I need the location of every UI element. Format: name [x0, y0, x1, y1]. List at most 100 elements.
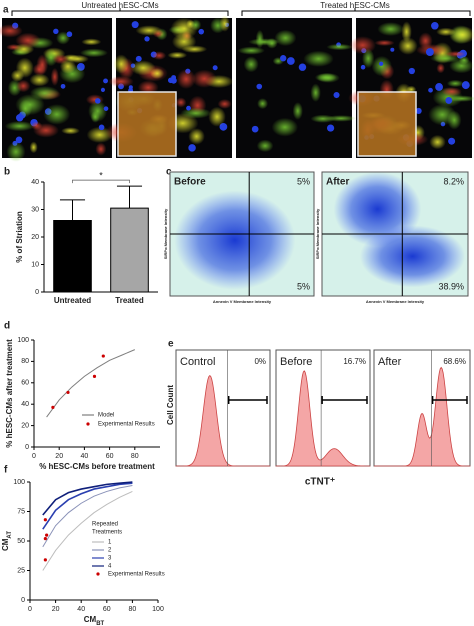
- bar: [53, 220, 92, 293]
- cell: [374, 39, 395, 46]
- cell: [81, 38, 102, 46]
- cell: [135, 25, 163, 36]
- y-tick-label: 0: [25, 444, 29, 451]
- inset: [357, 91, 417, 157]
- x-tick-label: 100: [152, 606, 164, 613]
- cell: [50, 67, 59, 86]
- line: [46, 349, 135, 418]
- cell: [271, 117, 298, 137]
- nucleus: [379, 61, 384, 66]
- cell: [167, 51, 188, 59]
- legend-title: Treatments: [92, 530, 122, 536]
- y-tick-label: 0: [21, 597, 25, 604]
- cell: [326, 43, 353, 51]
- histograms: Control 0% Before 16.7% After 68.6%: [175, 349, 471, 467]
- x-axis-label: Annexin V Membrane Intensity: [213, 299, 272, 304]
- x-tick-label: 80: [129, 606, 137, 613]
- label-part: BT: [96, 621, 104, 626]
- cell: [36, 54, 49, 76]
- nucleus: [186, 105, 191, 111]
- cell: [377, 22, 404, 36]
- cell: [217, 99, 232, 109]
- label-part: CM: [1, 538, 10, 551]
- cell: [449, 25, 474, 44]
- legend-label: 4: [108, 564, 112, 570]
- nucleus: [326, 124, 335, 132]
- data-point: [101, 354, 105, 358]
- bracket: [241, 8, 471, 16]
- nucleus: [425, 48, 434, 57]
- cell: [56, 31, 71, 45]
- line: [42, 485, 133, 548]
- y-tick-label: 20: [31, 234, 39, 241]
- gate-percent: 68.6%: [443, 357, 466, 366]
- nucleus: [103, 106, 109, 111]
- nucleus: [15, 136, 23, 144]
- event-cloud: [359, 225, 466, 288]
- y-tick-label: 80: [21, 358, 29, 365]
- cell: [137, 80, 159, 95]
- plot-name: After: [326, 177, 349, 188]
- cell: [208, 106, 226, 127]
- cell: [292, 102, 303, 120]
- y-tick-label: 30: [31, 206, 39, 213]
- panel-label: b: [4, 167, 10, 178]
- nucleus: [16, 114, 24, 122]
- nucleus: [461, 81, 470, 90]
- cell: [441, 86, 462, 97]
- plot-area: [175, 349, 271, 467]
- bracket: [11, 8, 229, 16]
- cell: [243, 56, 259, 73]
- panel-label: d: [4, 321, 10, 332]
- y-tick-label: 10: [31, 261, 39, 268]
- label-part: CM: [84, 615, 97, 624]
- nucleus: [167, 77, 174, 84]
- data-point: [51, 405, 55, 410]
- nucleus: [251, 125, 259, 133]
- data-point: [43, 558, 47, 562]
- cell: [303, 50, 334, 67]
- gate-bracket: [431, 396, 468, 404]
- legend-title: Repeated: [92, 522, 118, 528]
- data-point: [66, 390, 70, 395]
- group-label: Treated hESC-CMs: [320, 1, 390, 10]
- nucleus: [280, 55, 287, 62]
- line: [42, 481, 133, 516]
- data-point: [43, 518, 47, 522]
- panel-label: f: [4, 465, 8, 476]
- legend-label: 2: [108, 548, 112, 554]
- cell: [59, 58, 76, 74]
- cell: [176, 69, 196, 90]
- cell: [95, 142, 107, 156]
- plot-name: Control: [180, 356, 215, 368]
- cell: [436, 63, 445, 74]
- nucleus: [53, 28, 59, 35]
- data-point: [43, 537, 47, 541]
- nucleus: [408, 67, 415, 75]
- y-tick-label: 60: [21, 380, 29, 387]
- nucleus: [198, 28, 205, 35]
- cell: [191, 69, 217, 88]
- cell: [90, 110, 100, 123]
- nucleus: [333, 92, 340, 99]
- x-tick-label: 0: [28, 606, 32, 613]
- y-axis-label: Cell Count: [166, 385, 175, 425]
- data-point: [45, 533, 49, 537]
- cell: [401, 21, 412, 43]
- y-tick-label: 100: [13, 479, 25, 486]
- quadrant-percent: 8.2%: [443, 176, 464, 186]
- histogram: [374, 366, 471, 467]
- cell: [266, 37, 278, 49]
- nucleus: [144, 36, 150, 42]
- x-tick-label: 40: [81, 453, 89, 460]
- nucleus: [256, 83, 263, 90]
- cell: [362, 48, 375, 69]
- cell: [29, 141, 38, 154]
- histogram: [275, 370, 371, 467]
- y-tick-label: 40: [31, 179, 39, 186]
- nucleus: [100, 87, 106, 92]
- axes: [29, 482, 158, 601]
- cell: [113, 54, 129, 74]
- y-tick-label: 50: [17, 538, 25, 545]
